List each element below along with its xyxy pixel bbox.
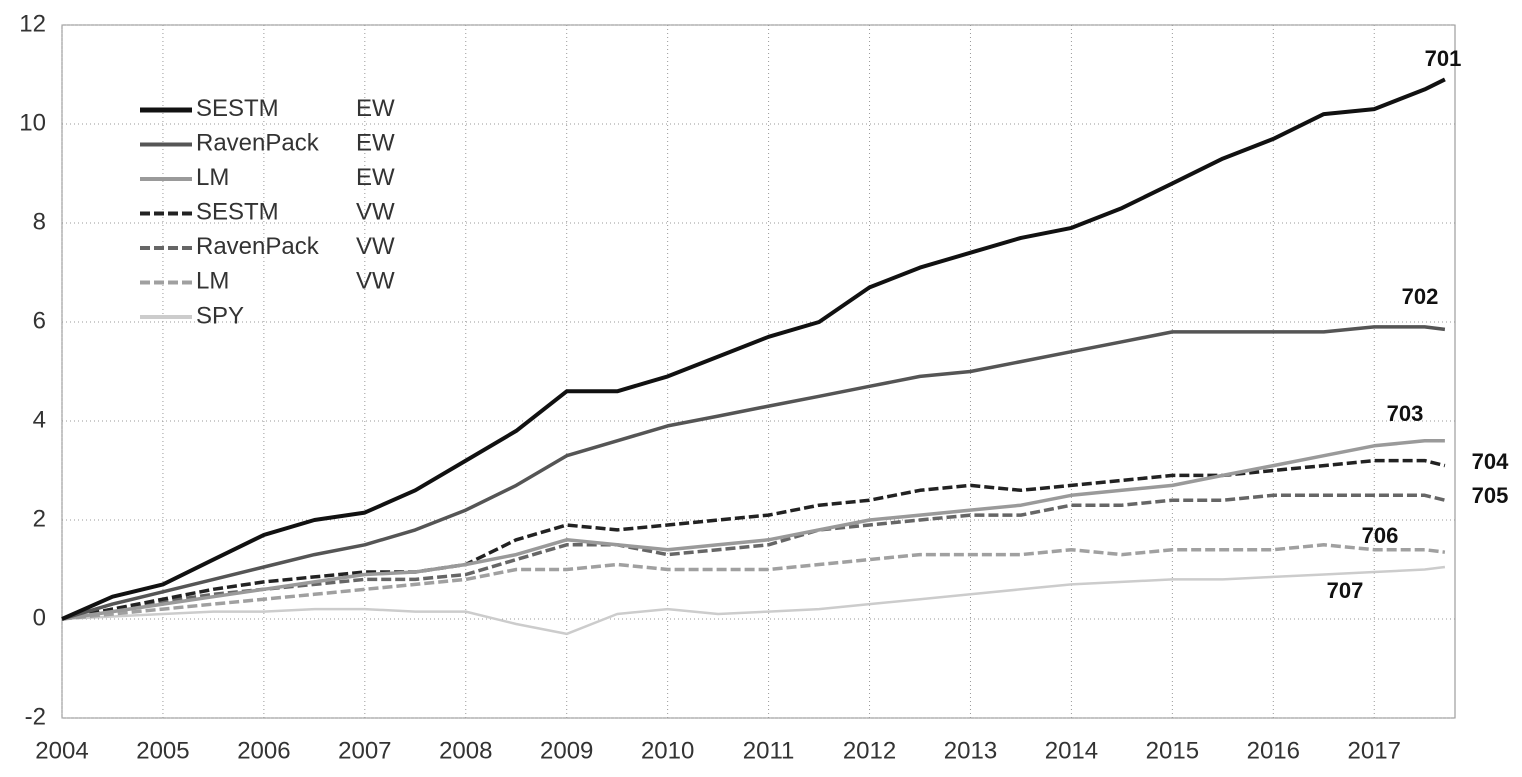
series-line [61,439,1445,621]
legend-label: SESTM EW [196,95,395,122]
series-annotation: 705 [1472,483,1509,508]
legend-label-part: EW [356,130,395,157]
x-tick-label: 2013 [944,737,997,764]
series-annotation: 707 [1327,578,1364,603]
x-tick-label: 2008 [439,737,492,764]
y-tick-label: 8 [33,208,46,235]
legend-label: SPY [196,302,244,329]
legend-label-part: LM [196,164,229,191]
y-tick-label: 2 [33,505,46,532]
legend-label-part: VW [356,233,395,260]
x-tick-label: 2017 [1348,737,1401,764]
x-tick-label: 2009 [540,737,593,764]
y-tick-label: 12 [19,10,46,37]
x-tick-label: 2011 [743,737,795,764]
x-tick-label: 2016 [1247,737,1300,764]
legend-label-part: LM [196,268,229,295]
legend-label: SESTM VW [196,199,395,226]
series-line [61,493,1446,621]
series-annotation: 702 [1402,284,1439,309]
y-tick-label: 0 [33,604,46,631]
legend-label-part: VW [356,199,395,226]
legend-label: LM EW [196,164,395,191]
legend-label-part: SESTM [196,95,279,122]
series-annotation: 701 [1425,46,1462,71]
y-tick-label: 10 [19,109,46,136]
series-line [61,77,1446,621]
legend-label-part: EW [356,95,395,122]
legend-label-part: RavenPack [196,130,320,157]
legend-label: RavenPack VW [196,233,395,260]
series-annotation: 703 [1387,401,1424,426]
legend-label-part: RavenPack [196,233,320,260]
y-tick-label: 6 [33,307,46,334]
y-tick-label: 4 [33,406,46,433]
legend-label-part: SESTM [196,199,279,226]
series-annotation: 706 [1362,523,1399,548]
x-tick-label: 2005 [136,737,189,764]
legend-label: LM VW [196,268,395,295]
series-line [61,565,1446,636]
legend-label: RavenPack EW [196,130,395,157]
x-tick-label: 2015 [1146,737,1199,764]
x-tick-label: 2006 [237,737,290,764]
x-tick-label: 2014 [1045,737,1098,764]
x-tick-label: 2004 [35,737,88,764]
series-annotation: 704 [1472,449,1509,474]
x-tick-label: 2010 [641,737,694,764]
legend-label-part: EW [356,164,395,191]
x-tick-label: 2007 [338,737,391,764]
series-line [61,543,1446,621]
legend-label-part: VW [356,268,395,295]
x-tick-label: 2012 [843,737,896,764]
series-line [61,325,1446,621]
y-tick-label: -2 [25,703,46,730]
